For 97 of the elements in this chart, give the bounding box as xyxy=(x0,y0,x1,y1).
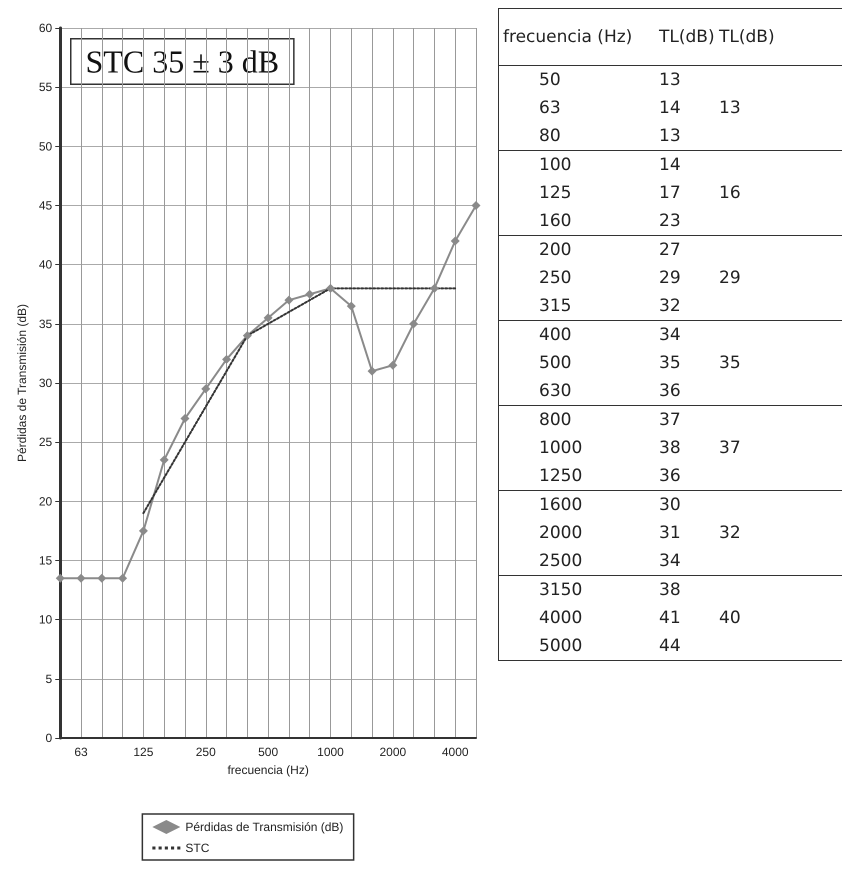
category-label: 2500 xyxy=(538,550,584,573)
data-label: 14 xyxy=(659,154,682,177)
y-tick-label: 5 xyxy=(46,672,53,686)
y-tick-label: 45 xyxy=(38,198,53,212)
x-tick-label: 1000 xyxy=(317,745,344,759)
category-label: 315 xyxy=(538,295,572,318)
point xyxy=(201,384,210,394)
point xyxy=(180,414,190,423)
data-label: 35 xyxy=(719,352,742,375)
data-label: 29 xyxy=(719,267,742,290)
point xyxy=(346,302,356,311)
x-tick-label: 500 xyxy=(258,745,278,759)
point xyxy=(409,319,418,328)
category-label: 1250 xyxy=(538,465,584,488)
text: frecuencia (Hz) xyxy=(499,9,659,66)
data-label: 30 xyxy=(659,494,682,517)
category-label: 50 xyxy=(538,69,562,92)
point xyxy=(326,284,335,293)
x-tick-label: 2000 xyxy=(380,745,407,759)
category-label: 800 xyxy=(538,409,572,432)
data-label: 37 xyxy=(719,437,742,460)
point xyxy=(472,201,480,210)
data-label: 38 xyxy=(659,437,682,460)
y-tick-label: 40 xyxy=(38,258,53,272)
data-label: 32 xyxy=(659,295,682,318)
data-label: 27 xyxy=(659,239,682,262)
y-tick-label: 15 xyxy=(38,554,53,568)
x-tick-label: 4000 xyxy=(442,745,469,759)
legend-label: Pérdidas de Transmisión (dB) xyxy=(185,820,344,834)
category-label: 3150 xyxy=(538,579,584,602)
category-label: 100 xyxy=(538,154,572,177)
y-axis-title: Pérdidas de Transmisión (dB) xyxy=(15,304,29,462)
data-label: 34 xyxy=(659,324,682,347)
point xyxy=(305,290,314,299)
y-tick-label: 25 xyxy=(38,435,53,450)
data-label: 14 xyxy=(659,97,682,120)
data-label: 40 xyxy=(719,607,742,630)
x-tick-label: 125 xyxy=(133,745,154,759)
category-label: 1000 xyxy=(538,437,584,460)
point xyxy=(284,296,294,305)
point xyxy=(56,574,65,583)
point xyxy=(450,236,460,246)
category-label: 630 xyxy=(538,380,572,403)
y-tick-label: 10 xyxy=(38,612,53,627)
category-label: 400 xyxy=(538,324,572,347)
y-tick-label: 20 xyxy=(38,494,53,508)
point xyxy=(118,574,128,583)
category-label: 125 xyxy=(538,182,572,205)
data-label: 31 xyxy=(659,522,682,545)
legend-label: STC xyxy=(185,841,210,855)
y-tick-label: 0 xyxy=(46,731,53,745)
data-label: 38 xyxy=(659,579,682,602)
category-label: 2000 xyxy=(538,522,584,545)
x-axis-title: frecuencia (Hz) xyxy=(227,763,309,777)
point xyxy=(222,354,232,364)
text: TL(dB) xyxy=(659,9,719,66)
data-label: 36 xyxy=(659,465,682,488)
point xyxy=(368,366,377,376)
point xyxy=(242,331,252,340)
point xyxy=(138,526,148,536)
data-label: 29 xyxy=(659,267,682,290)
point xyxy=(388,360,398,370)
data-label: 34 xyxy=(659,550,682,573)
y-tick-label: 60 xyxy=(38,21,53,35)
data-label: 44 xyxy=(659,635,682,658)
y-tick-label: 30 xyxy=(38,376,53,390)
data-label: 32 xyxy=(719,522,742,545)
category-label: 4000 xyxy=(538,607,584,630)
data-label: 23 xyxy=(659,210,682,233)
data-label: 36 xyxy=(659,380,682,403)
category-label: 500 xyxy=(538,352,572,375)
category-label: 80 xyxy=(538,125,562,148)
point xyxy=(430,284,439,293)
data-label: 37 xyxy=(659,409,682,432)
category-label: 200 xyxy=(538,239,572,262)
data-label: 35 xyxy=(659,352,682,375)
point xyxy=(264,313,273,322)
point xyxy=(160,455,169,464)
category-label: 63 xyxy=(538,97,562,120)
category-label: 5000 xyxy=(538,635,584,658)
data-label: 17 xyxy=(659,182,682,205)
y-tick-label: 55 xyxy=(38,80,53,94)
text: TL(dB) xyxy=(719,9,842,66)
y-tick-label: 50 xyxy=(38,139,53,154)
data-label: 16 xyxy=(719,182,742,205)
data-label: 41 xyxy=(659,607,682,630)
category-label: 160 xyxy=(538,210,572,233)
category-label: 250 xyxy=(538,267,572,290)
x-tick-label: 63 xyxy=(74,745,88,759)
data-label: 13 xyxy=(719,97,742,120)
category-label: 1600 xyxy=(538,494,584,517)
point xyxy=(76,574,86,583)
x-tick-label: 250 xyxy=(196,745,216,759)
data-label: 13 xyxy=(659,125,682,148)
point xyxy=(97,574,106,583)
y-tick-label: 35 xyxy=(38,316,53,331)
data-label: 13 xyxy=(659,69,682,92)
